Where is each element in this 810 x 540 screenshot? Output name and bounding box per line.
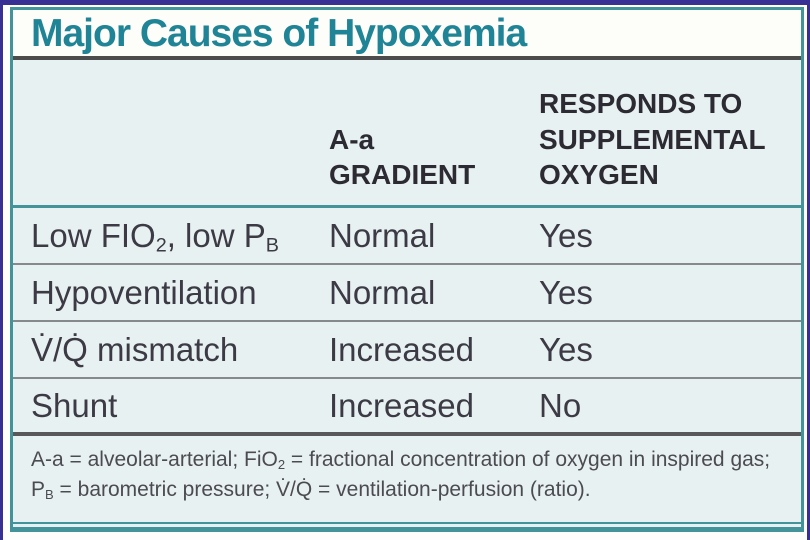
table-row-low-fio2: Low FIO2, low PB Normal Yes [13, 208, 801, 265]
cell-responds: Yes [539, 273, 593, 311]
table-title-bar: Major Causes of Hypoxemia [13, 10, 801, 60]
table-row-shunt: Shunt Increased No [13, 379, 801, 436]
cell-responds: Yes [539, 330, 593, 368]
table-title: Major Causes of Hypoxemia [31, 11, 527, 55]
cell-responds: No [539, 386, 582, 424]
table-footnote: A-a = alveolar-arterial; FiO2 = fraction… [13, 436, 801, 524]
cell-gradient: Normal [329, 216, 436, 254]
row-label-vq-mismatch: V̇/Q̇ mismatch [31, 330, 239, 368]
row-label-hypoventilation: Hypoventilation [31, 273, 257, 311]
cell-gradient: Normal [329, 273, 436, 311]
column-header-aa-gradient: A-a GRADIENT [329, 123, 476, 191]
cell-gradient: Increased [329, 386, 474, 424]
table-header-row: A-a GRADIENT RESPONDS TO SUPPLEMENTAL OX… [13, 60, 801, 208]
row-label-low-fio2: Low FIO2, low PB [31, 216, 279, 256]
cell-responds: Yes [539, 216, 593, 254]
table-row-hypoventilation: Hypoventilation Normal Yes [13, 265, 801, 322]
column-header-responds-oxygen: RESPONDS TO SUPPLEMENTAL OXYGEN [539, 88, 766, 191]
hypoxemia-table: Major Causes of Hypoxemia A-a GRADIENT R… [10, 7, 804, 532]
table-row-vq-mismatch: V̇/Q̇ mismatch Increased Yes [13, 322, 801, 379]
row-label-shunt: Shunt [31, 386, 118, 424]
cell-gradient: Increased [329, 330, 474, 368]
